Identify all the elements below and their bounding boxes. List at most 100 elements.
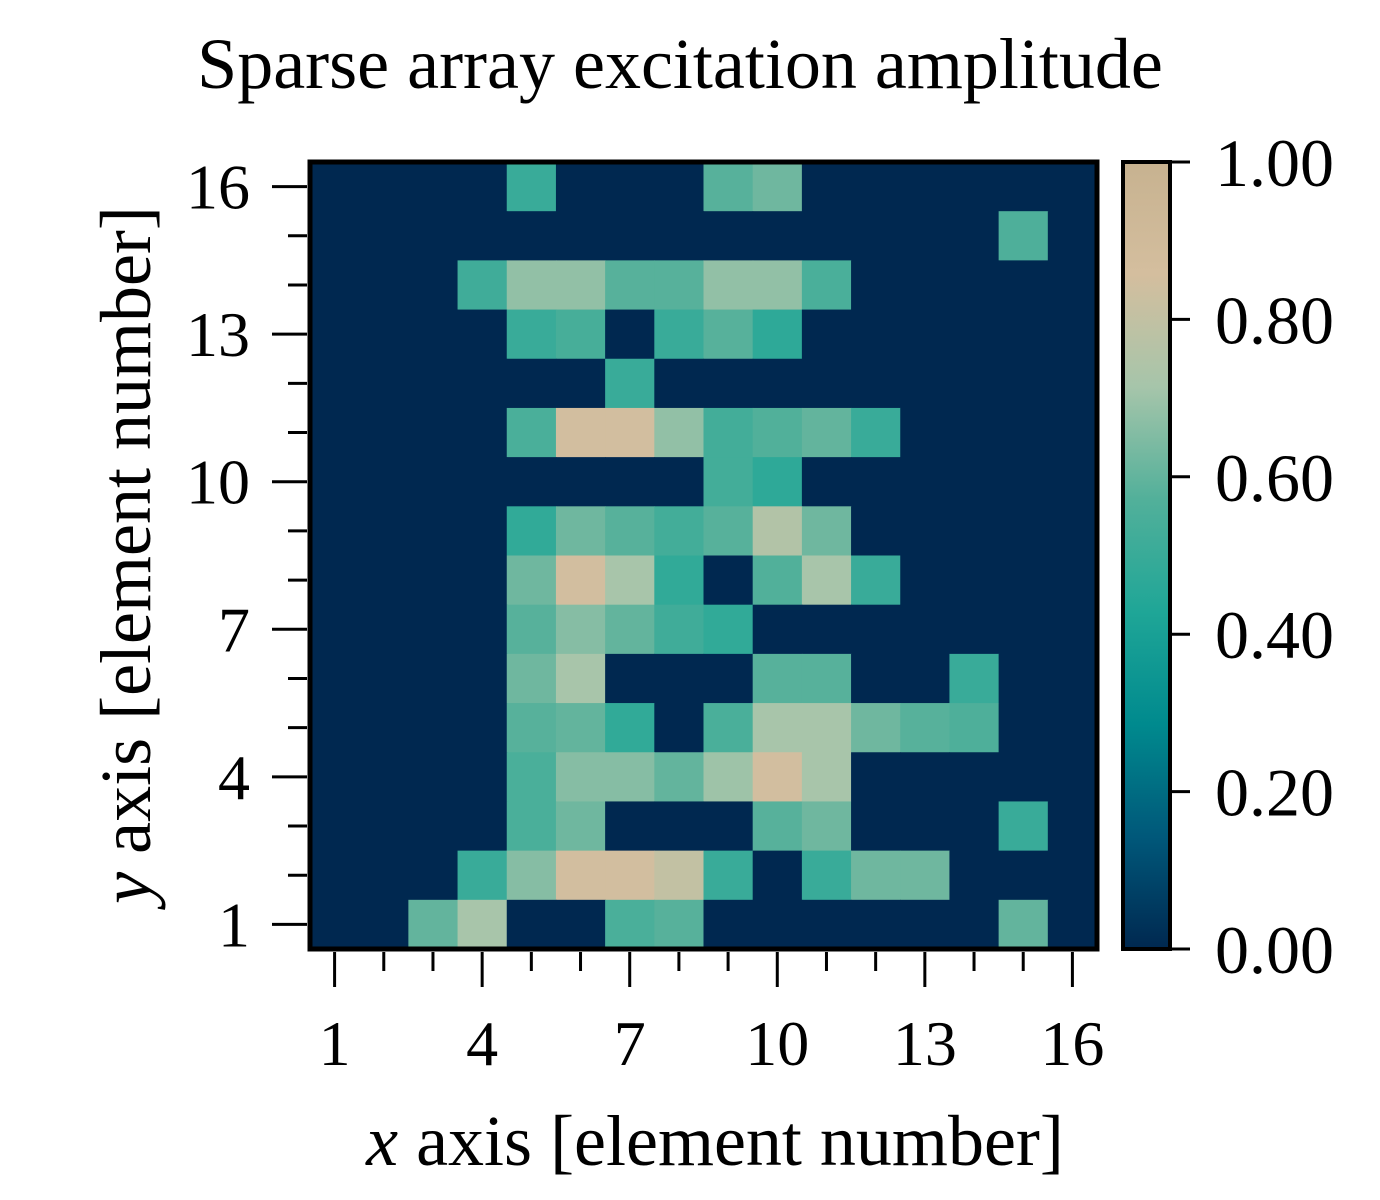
heatmap-cell <box>605 358 655 409</box>
heatmap-cell <box>605 407 655 458</box>
heatmap-cell <box>408 604 459 655</box>
heatmap-cell <box>359 457 409 507</box>
heatmap-cell <box>752 358 803 409</box>
x-axis-label-var: x <box>365 1101 398 1181</box>
heatmap-cell <box>703 407 754 458</box>
heatmap-cell <box>752 801 803 852</box>
x-tick-label: 1 <box>319 1008 351 1079</box>
heatmap-cell <box>654 555 705 606</box>
heatmap-cell <box>949 358 1000 409</box>
heatmap-cell <box>703 162 754 212</box>
heatmap-cell <box>1047 358 1098 409</box>
heatmap-cell <box>506 358 557 409</box>
heatmap-cell <box>555 457 606 507</box>
heatmap-cell <box>998 457 1049 507</box>
heatmap-cell <box>605 555 655 606</box>
heatmap-cell <box>310 752 360 803</box>
heatmap-cell <box>900 309 951 360</box>
heatmap-cell <box>801 358 852 409</box>
heatmap-cell <box>801 899 852 950</box>
heatmap-cell <box>998 752 1049 803</box>
heatmap-cell <box>654 211 705 261</box>
heatmap-cell <box>359 506 409 557</box>
heatmap-cell <box>851 899 901 950</box>
heatmap-cell <box>457 358 508 409</box>
heatmap-cell <box>851 358 901 409</box>
heatmap-cell <box>654 407 705 458</box>
heatmap-cell <box>752 309 803 360</box>
heatmap-cell <box>998 850 1049 901</box>
heatmap-cell <box>851 211 901 261</box>
heatmap-cell <box>801 653 852 704</box>
heatmap-cell <box>1047 162 1098 212</box>
heatmap-cell <box>851 407 901 458</box>
heatmap-cell <box>506 309 557 360</box>
heatmap-cell <box>900 703 951 753</box>
heatmap-cell <box>605 162 655 212</box>
heatmap-cell <box>752 506 803 557</box>
heatmap-cell <box>310 899 360 950</box>
heatmap-cell <box>605 899 655 950</box>
heatmap-cell <box>949 801 1000 852</box>
heatmap-cell <box>1047 899 1098 950</box>
heatmap-cell <box>801 850 852 901</box>
x-tick-label: 10 <box>745 1008 809 1079</box>
heatmap-cell <box>408 260 459 311</box>
heatmap-cell <box>359 211 409 261</box>
heatmap-cell <box>998 899 1049 950</box>
heatmap-cell <box>310 309 360 360</box>
heatmap-cell <box>555 211 606 261</box>
heatmap-cell <box>703 260 754 311</box>
heatmap-cell <box>654 506 705 557</box>
heatmap-cell <box>605 850 655 901</box>
heatmap-cell <box>851 850 901 901</box>
y-tick-label: 4 <box>218 742 250 813</box>
heatmap-cell <box>555 309 606 360</box>
heatmap-cell <box>851 506 901 557</box>
heatmap-cell <box>1047 555 1098 606</box>
heatmap-cell <box>506 899 557 950</box>
heatmap-cell <box>851 162 901 212</box>
heatmap-cell <box>408 506 459 557</box>
heatmap-cell <box>310 358 360 409</box>
heatmap-cell <box>506 457 557 507</box>
heatmap-cell <box>752 555 803 606</box>
heatmap-cell <box>752 211 803 261</box>
chart-title: Sparse array excitation amplitude <box>197 24 1163 104</box>
heatmap-cell <box>359 555 409 606</box>
y-tick-label: 13 <box>186 299 250 370</box>
heatmap-cell <box>752 899 803 950</box>
heatmap-cell <box>359 801 409 852</box>
heatmap-cell <box>654 358 705 409</box>
heatmap-cell <box>457 407 508 458</box>
heatmap-cell <box>359 850 409 901</box>
heatmap-cell <box>998 211 1049 261</box>
heatmap-cell <box>359 703 409 753</box>
heatmap-cell <box>949 653 1000 704</box>
heatmap-cell <box>457 506 508 557</box>
heatmap-cell <box>752 604 803 655</box>
heatmap-cell <box>801 260 852 311</box>
heatmap-cell <box>949 703 1000 753</box>
heatmap-cell <box>801 555 852 606</box>
heatmap-cell <box>408 752 459 803</box>
heatmap-cell <box>605 653 655 704</box>
heatmap-cell <box>801 506 852 557</box>
heatmap-cell <box>900 850 951 901</box>
heatmap-cell <box>703 211 754 261</box>
x-axis-label-rest: axis [element number] <box>398 1101 1064 1181</box>
heatmap-cell <box>949 850 1000 901</box>
heatmap-cell <box>703 309 754 360</box>
heatmap-cell <box>457 752 508 803</box>
colorbar-ticks: 0.00 0.20 0.40 0.60 0.80 1.00 <box>1170 125 1334 988</box>
heatmap-cell <box>654 309 705 360</box>
heatmap-cell <box>703 457 754 507</box>
heatmap-cell <box>998 260 1049 311</box>
heatmap-cell <box>900 407 951 458</box>
colorbar-tick-label: 0.80 <box>1215 282 1334 358</box>
heatmap-cell <box>310 653 360 704</box>
heatmap-cell <box>359 604 409 655</box>
heatmap-cell <box>310 555 360 606</box>
heatmap-cell <box>900 752 951 803</box>
